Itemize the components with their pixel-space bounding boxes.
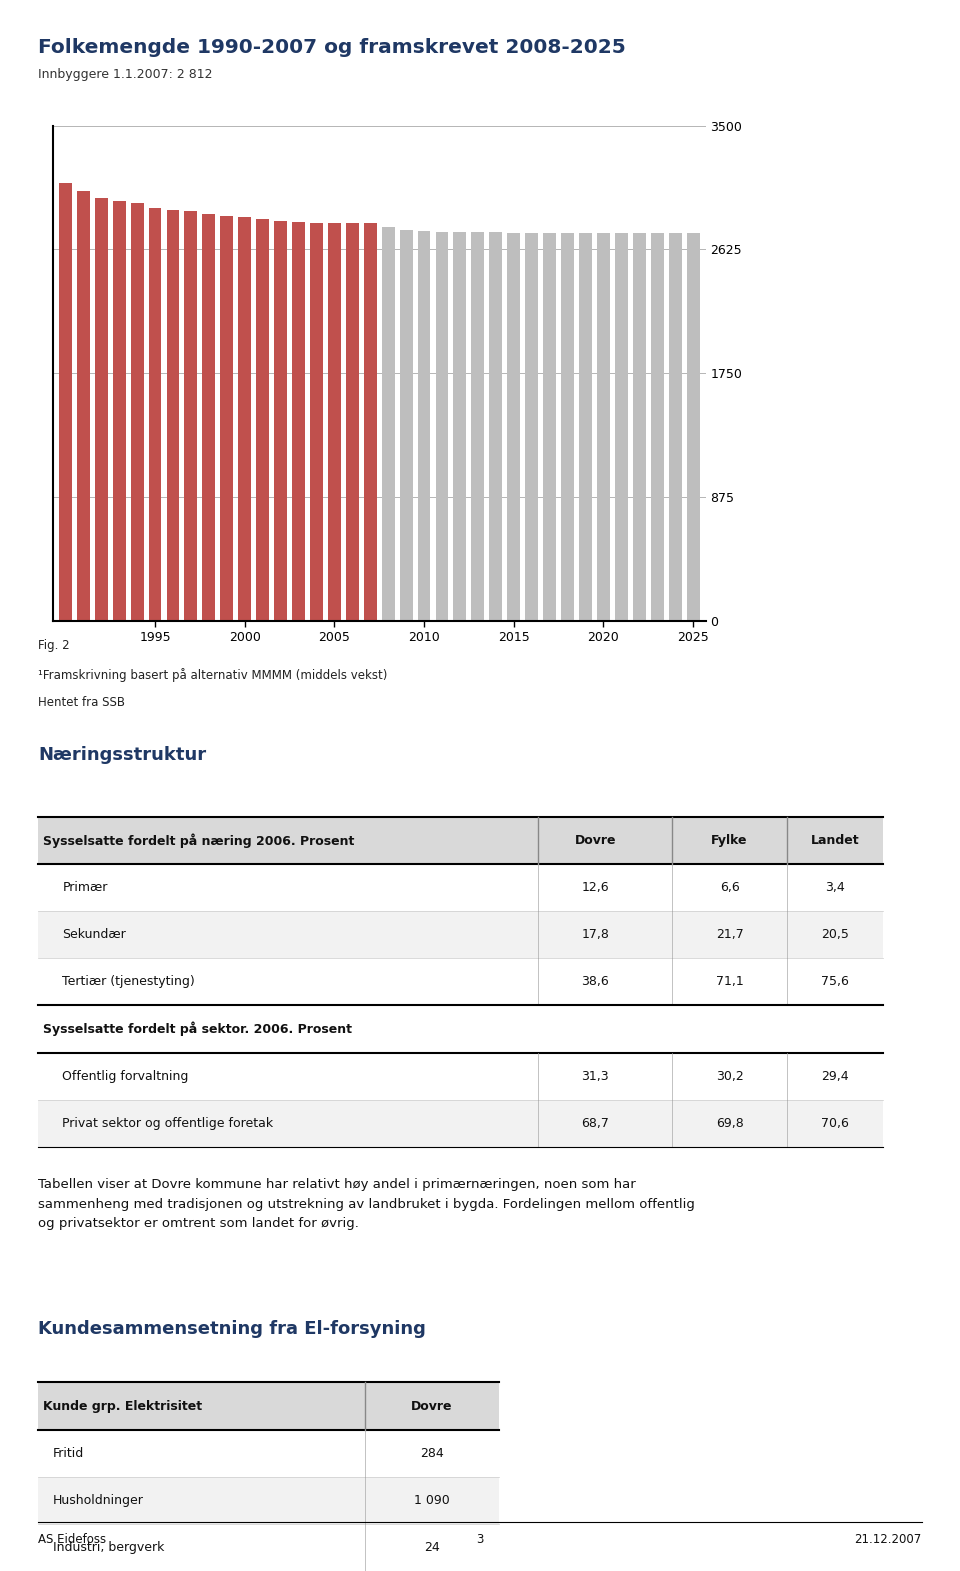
Bar: [310, 223, 323, 621]
Text: 24: 24: [424, 1541, 440, 1554]
Text: 21.12.2007: 21.12.2007: [854, 1533, 922, 1546]
Text: 30,2: 30,2: [716, 1070, 743, 1082]
Bar: [203, 214, 215, 621]
Bar: [59, 182, 72, 621]
Bar: [166, 209, 180, 621]
Text: 29,4: 29,4: [822, 1070, 849, 1082]
Bar: [399, 231, 413, 621]
Bar: [328, 223, 341, 621]
Text: Fig. 2: Fig. 2: [38, 639, 70, 652]
Text: Kunde grp. Elektrisitet: Kunde grp. Elektrisitet: [43, 1400, 203, 1412]
Text: 3,4: 3,4: [826, 881, 845, 894]
Text: 31,3: 31,3: [582, 1070, 609, 1082]
Text: Dovre: Dovre: [411, 1400, 453, 1412]
Text: Primær: Primær: [62, 881, 108, 894]
Bar: [507, 233, 520, 621]
Bar: [579, 233, 592, 621]
Text: ¹Framskrivning basert på alternativ MMMM (middels vekst): ¹Framskrivning basert på alternativ MMMM…: [38, 668, 388, 682]
Bar: [184, 212, 198, 621]
Bar: [275, 220, 287, 621]
Bar: [220, 215, 233, 621]
Bar: [633, 233, 646, 621]
Text: Offentlig forvaltning: Offentlig forvaltning: [62, 1070, 189, 1082]
Text: Sysselsatte fordelt på sektor. 2006. Prosent: Sysselsatte fordelt på sektor. 2006. Pro…: [43, 1021, 352, 1037]
Bar: [256, 218, 269, 621]
Text: AS Eidefoss: AS Eidefoss: [38, 1533, 107, 1546]
Text: Næringsstruktur: Næringsstruktur: [38, 746, 206, 764]
Bar: [669, 233, 682, 621]
Bar: [346, 223, 359, 621]
Bar: [561, 233, 574, 621]
Bar: [131, 203, 144, 621]
Text: Kundesammensetning fra El-forsyning: Kundesammensetning fra El-forsyning: [38, 1320, 426, 1337]
Bar: [525, 233, 539, 621]
Bar: [543, 233, 556, 621]
Text: Tertiær (tjenestyting): Tertiær (tjenestyting): [62, 976, 195, 988]
Text: Hentet fra SSB: Hentet fra SSB: [38, 696, 126, 709]
Bar: [238, 217, 252, 621]
Text: Sekundær: Sekundær: [62, 928, 126, 941]
Text: 71,1: 71,1: [716, 976, 743, 988]
Text: 75,6: 75,6: [821, 976, 850, 988]
Text: 68,7: 68,7: [581, 1117, 610, 1130]
Bar: [436, 233, 448, 621]
Bar: [614, 233, 628, 621]
Text: Fritid: Fritid: [53, 1447, 84, 1459]
Text: 1 090: 1 090: [414, 1494, 450, 1507]
Bar: [597, 233, 610, 621]
Text: Privat sektor og offentlige foretak: Privat sektor og offentlige foretak: [62, 1117, 274, 1130]
Text: 21,7: 21,7: [716, 928, 743, 941]
Text: Landet: Landet: [811, 834, 859, 847]
Text: Fylke: Fylke: [711, 834, 748, 847]
Text: 12,6: 12,6: [582, 881, 609, 894]
Text: Husholdninger: Husholdninger: [53, 1494, 144, 1507]
Bar: [292, 222, 305, 621]
Text: 6,6: 6,6: [720, 881, 739, 894]
Text: Tabellen viser at Dovre kommune har relativt høy andel i primærnæringen, noen so: Tabellen viser at Dovre kommune har rela…: [38, 1178, 695, 1230]
Bar: [112, 201, 126, 621]
Bar: [95, 198, 108, 621]
Bar: [686, 233, 700, 621]
Text: 17,8: 17,8: [581, 928, 610, 941]
Text: Dovre: Dovre: [574, 834, 616, 847]
Bar: [382, 228, 395, 621]
Bar: [77, 192, 89, 621]
Text: Industri, bergverk: Industri, bergverk: [53, 1541, 164, 1554]
Bar: [418, 231, 430, 621]
Text: 20,5: 20,5: [821, 928, 850, 941]
Text: 38,6: 38,6: [582, 976, 609, 988]
Text: 3: 3: [476, 1533, 484, 1546]
Text: Sysselsatte fordelt på næring 2006. Prosent: Sysselsatte fordelt på næring 2006. Pros…: [43, 833, 354, 848]
Text: 284: 284: [420, 1447, 444, 1459]
Text: 69,8: 69,8: [716, 1117, 743, 1130]
Bar: [471, 233, 484, 621]
Text: Folkemengde 1990-2007 og framskrevet 2008-2025: Folkemengde 1990-2007 og framskrevet 200…: [38, 38, 626, 57]
Bar: [364, 223, 376, 621]
Bar: [149, 207, 161, 621]
Bar: [490, 233, 502, 621]
Text: 70,6: 70,6: [821, 1117, 850, 1130]
Bar: [651, 233, 663, 621]
Text: Innbyggere 1.1.2007: 2 812: Innbyggere 1.1.2007: 2 812: [38, 68, 213, 80]
Bar: [453, 233, 467, 621]
